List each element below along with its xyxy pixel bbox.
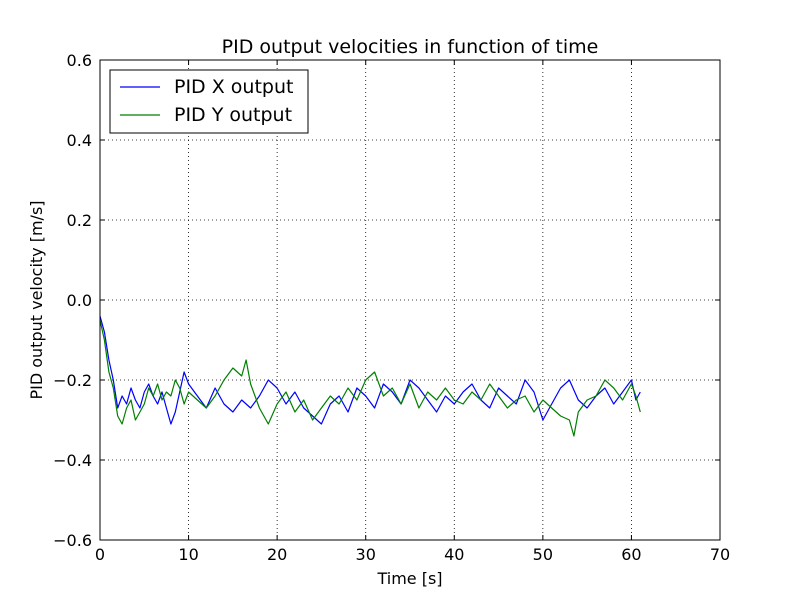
y-tick-label: 0.2 [67,211,92,230]
y-tick-label: −0.6 [53,531,92,550]
chart-title: PID output velocities in function of tim… [222,36,599,58]
x-tick-label: 40 [444,545,464,564]
x-tick-label: 20 [267,545,287,564]
y-tick-label: 0.4 [67,131,92,150]
series-lines [99,315,641,437]
legend-box [109,69,309,134]
grid [100,60,720,540]
x-tick-label: 60 [621,545,641,564]
legend: PID X output PID Y output [109,69,309,134]
x-tick-label: 10 [178,545,198,564]
x-axis-label: Time [s] [376,569,442,588]
legend-label-x: PID X output [174,76,293,98]
legend-label-y: PID Y output [174,104,292,126]
series-line-0 [99,315,641,425]
axis-ticks: 0 10 20 30 40 50 60 70 −0.6 −0.4 −0.2 0.0 0.2 0.4 0.6 [53,51,730,564]
x-tick-label: 50 [533,545,553,564]
x-tick-label: 70 [710,545,730,564]
x-tick-label: 30 [356,545,376,564]
y-axis-label: PID output velocity [m/s] [27,200,46,399]
y-tick-label: −0.2 [53,371,92,390]
x-tick-label: 0 [95,545,105,564]
y-tick-label: −0.4 [53,451,92,470]
y-tick-label: 0.0 [67,291,92,310]
series-line-1 [99,319,641,437]
y-tick-label: 0.6 [67,51,92,70]
